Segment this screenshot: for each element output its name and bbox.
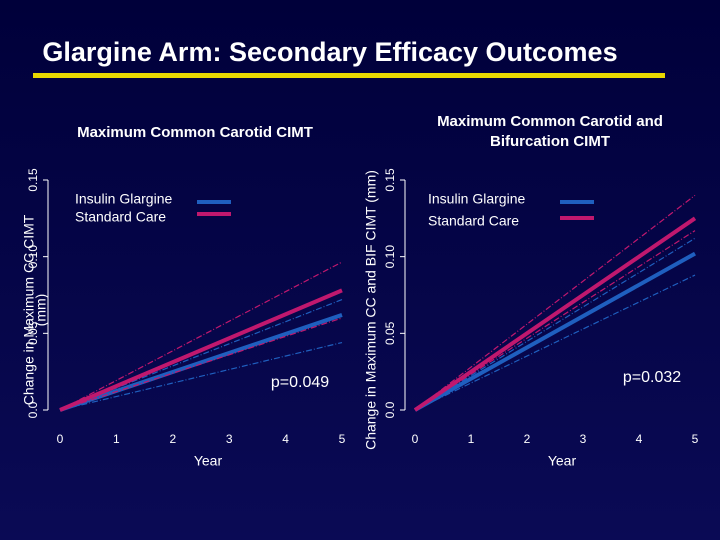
x-tick-label: 4 [282,432,289,446]
chart-title: Bifurcation CIMT [490,133,610,150]
x-tick-label: 0 [412,432,419,446]
x-axis-label: Year [194,453,223,469]
ci-line [414,274,696,411]
legend-label: Standard Care [428,213,519,229]
x-tick-label: 1 [468,432,475,446]
y-axis-label: Change in Maximum CC and BIF CIMT (mm) [363,170,379,450]
legend-label: Insulin Glargine [428,191,525,207]
y-axis-label: Change in Maximum CC CIMT [21,214,37,405]
y-tick-label: 0.0 [383,401,397,418]
slide-title: Glargine Arm: Secondary Efficacy Outcome… [42,37,617,67]
annotation: p=0.032 [623,369,681,386]
legend-label: Insulin Glargine [75,191,172,207]
ci-line [59,317,343,411]
y-tick-label: 0.0 [26,401,40,418]
x-tick-label: 3 [226,432,233,446]
x-tick-label: 2 [524,432,531,446]
y-tick-label: 0.05 [26,321,40,345]
legend-label: Standard Care [75,209,166,225]
y-tick-label: 0.10 [26,245,40,269]
chart-title: Maximum Common Carotid CIMT [77,124,313,141]
y-tick-label: 0.10 [383,245,397,269]
ci-line [59,341,343,411]
y-tick-label: 0.05 [383,321,397,345]
y-axis-label: (mm) [33,294,49,327]
ci-line [414,194,696,411]
x-tick-label: 3 [580,432,587,446]
y-tick-label: 0.15 [383,168,397,192]
series-line [413,216,697,412]
x-tick-label: 4 [636,432,643,446]
x-tick-label: 2 [169,432,176,446]
title-underline [33,73,665,78]
chart-title: Maximum Common Carotid and [437,113,663,130]
ci-line [59,261,343,411]
x-axis-label: Year [548,453,577,469]
series-line [414,251,696,412]
y-tick-label: 0.15 [26,168,40,192]
ci-line [59,299,343,411]
x-tick-label: 5 [339,432,346,446]
series-line [59,288,343,412]
x-tick-label: 1 [113,432,120,446]
annotation: p=0.049 [271,374,329,391]
x-tick-label: 5 [692,432,699,446]
x-tick-label: 0 [57,432,64,446]
